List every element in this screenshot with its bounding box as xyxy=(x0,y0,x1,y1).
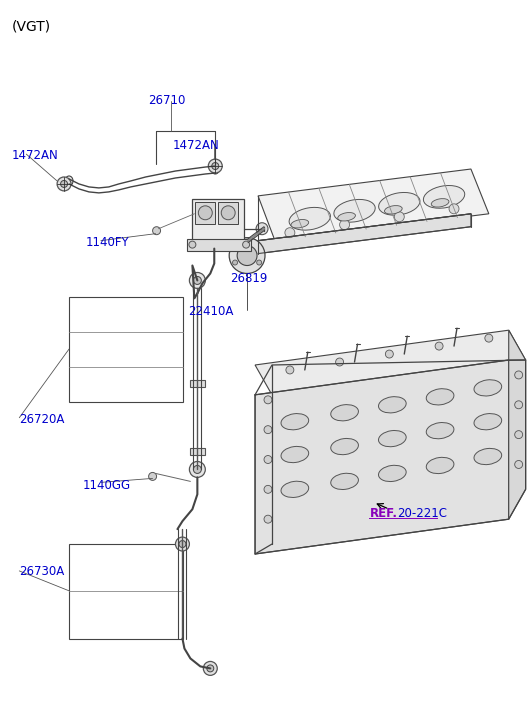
Circle shape xyxy=(237,246,257,265)
Circle shape xyxy=(232,260,237,265)
Ellipse shape xyxy=(378,397,406,413)
Circle shape xyxy=(221,206,235,220)
Circle shape xyxy=(264,456,272,464)
Bar xyxy=(195,202,215,224)
Polygon shape xyxy=(258,169,489,241)
Circle shape xyxy=(153,227,161,235)
Ellipse shape xyxy=(474,379,502,396)
Circle shape xyxy=(212,163,219,169)
Text: 26819: 26819 xyxy=(230,273,268,286)
Circle shape xyxy=(336,358,344,366)
Text: 1472AN: 1472AN xyxy=(172,139,219,152)
Text: REF.: REF. xyxy=(369,507,397,521)
Text: 1140GG: 1140GG xyxy=(83,479,131,492)
Polygon shape xyxy=(509,330,526,519)
Circle shape xyxy=(209,159,222,173)
Circle shape xyxy=(485,334,493,342)
Polygon shape xyxy=(255,330,526,395)
Ellipse shape xyxy=(426,389,454,405)
Circle shape xyxy=(339,220,350,230)
Circle shape xyxy=(198,206,212,220)
Text: (VGT): (VGT) xyxy=(11,20,51,33)
Circle shape xyxy=(179,541,186,547)
Bar xyxy=(193,199,244,249)
Ellipse shape xyxy=(334,199,375,222)
Ellipse shape xyxy=(426,422,454,439)
Circle shape xyxy=(264,426,272,433)
Text: 1140FY: 1140FY xyxy=(86,236,130,249)
Ellipse shape xyxy=(281,446,309,462)
Circle shape xyxy=(264,515,272,523)
Bar xyxy=(69,297,184,402)
Ellipse shape xyxy=(331,438,359,454)
Circle shape xyxy=(514,371,522,379)
Polygon shape xyxy=(258,214,471,254)
Ellipse shape xyxy=(289,207,330,230)
Ellipse shape xyxy=(281,481,309,497)
Circle shape xyxy=(207,665,214,672)
Bar xyxy=(218,202,238,224)
Ellipse shape xyxy=(331,473,359,489)
Circle shape xyxy=(286,366,294,374)
Bar xyxy=(190,448,205,454)
Ellipse shape xyxy=(423,185,465,208)
Circle shape xyxy=(148,473,156,481)
Ellipse shape xyxy=(474,414,502,430)
Ellipse shape xyxy=(474,449,502,465)
Circle shape xyxy=(514,401,522,409)
Ellipse shape xyxy=(431,198,449,207)
Ellipse shape xyxy=(379,193,420,215)
Text: 26720A: 26720A xyxy=(19,413,65,426)
Ellipse shape xyxy=(65,176,73,186)
Circle shape xyxy=(229,238,265,273)
Circle shape xyxy=(449,204,459,214)
Circle shape xyxy=(264,486,272,494)
Circle shape xyxy=(285,228,295,238)
Ellipse shape xyxy=(378,430,406,446)
Ellipse shape xyxy=(211,164,219,174)
Ellipse shape xyxy=(291,220,309,228)
Text: 26730A: 26730A xyxy=(19,565,64,578)
Text: 20-221C: 20-221C xyxy=(397,507,447,521)
Ellipse shape xyxy=(331,405,359,421)
Circle shape xyxy=(203,662,217,675)
Circle shape xyxy=(57,177,71,191)
Circle shape xyxy=(189,462,205,478)
Ellipse shape xyxy=(385,206,402,214)
Circle shape xyxy=(394,212,404,222)
Circle shape xyxy=(243,241,250,248)
Text: 22410A: 22410A xyxy=(188,305,234,318)
Ellipse shape xyxy=(426,457,454,473)
Bar xyxy=(69,544,184,638)
Text: 1472AN: 1472AN xyxy=(11,149,58,162)
Ellipse shape xyxy=(338,212,355,221)
Circle shape xyxy=(256,260,262,265)
Ellipse shape xyxy=(281,414,309,430)
Ellipse shape xyxy=(378,465,406,481)
Circle shape xyxy=(256,222,268,235)
Circle shape xyxy=(189,241,196,248)
Circle shape xyxy=(61,180,68,188)
Circle shape xyxy=(514,460,522,468)
Circle shape xyxy=(245,239,250,244)
Circle shape xyxy=(435,342,443,350)
Circle shape xyxy=(385,350,393,358)
Circle shape xyxy=(176,537,189,551)
Bar xyxy=(190,380,205,387)
Circle shape xyxy=(189,273,205,289)
Circle shape xyxy=(514,430,522,438)
Bar xyxy=(187,238,251,251)
Circle shape xyxy=(193,465,201,473)
Text: 26710: 26710 xyxy=(148,95,186,108)
Polygon shape xyxy=(255,360,509,554)
Circle shape xyxy=(264,395,272,403)
Circle shape xyxy=(193,276,201,284)
